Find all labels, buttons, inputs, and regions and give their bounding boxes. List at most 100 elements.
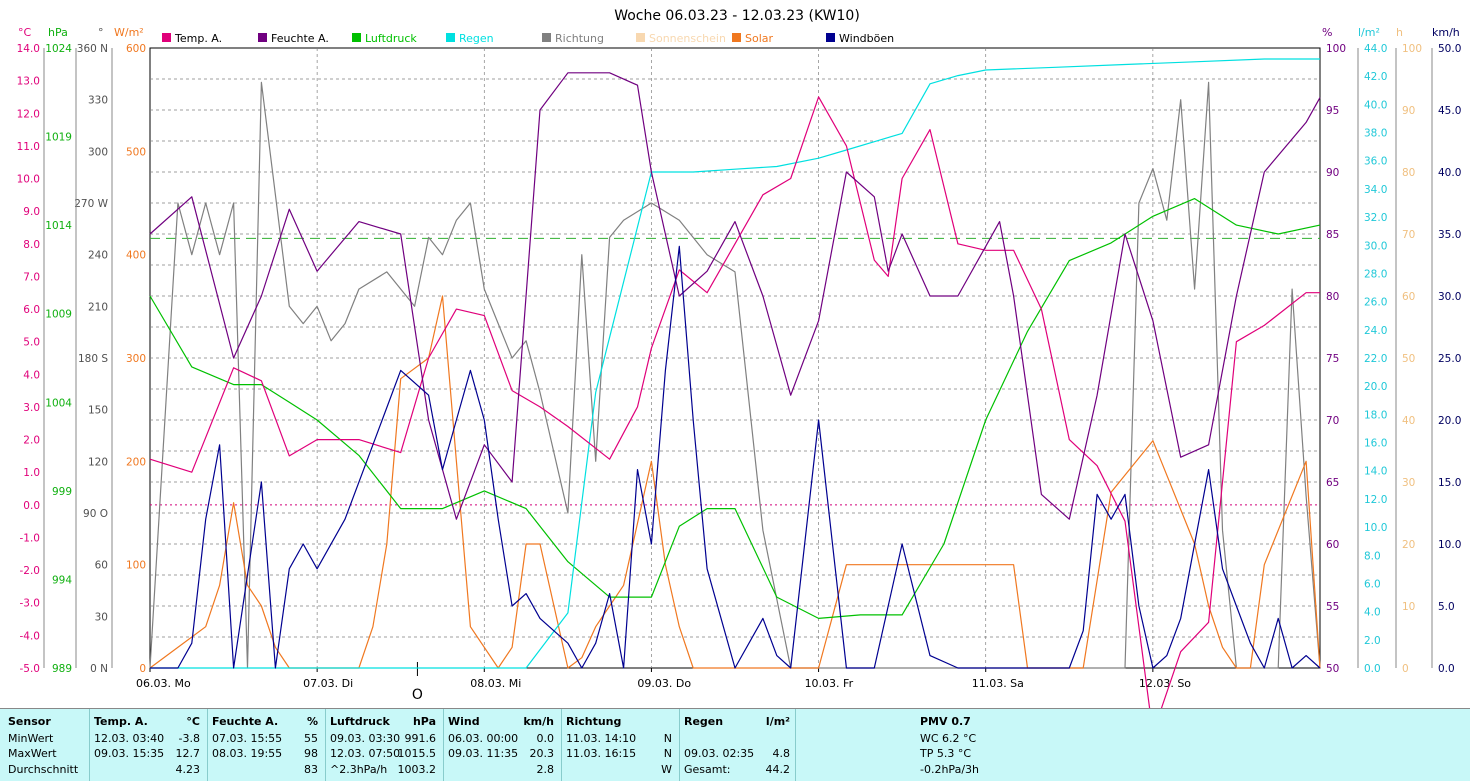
hum-unit: % [1322, 26, 1332, 39]
temp-tick-label: 14.0 [17, 43, 40, 55]
dir-tick-label: 210 [88, 301, 108, 313]
table-cell: 07.03. 15:55 [212, 732, 283, 745]
table-divider [443, 709, 444, 781]
rain-tick-label: 0.0 [1364, 663, 1381, 675]
series-line-temp [149, 96, 1320, 708]
table-cell: TP 5.3 °C [920, 747, 972, 760]
hum-tick-label: 50 [1326, 663, 1339, 675]
weather-chart: Woche 06.03.23 - 12.03.23 (KW10) 06.03. … [17, 8, 1461, 708]
press-tick-label: 1009 [45, 309, 72, 321]
table-cell: 98 [304, 747, 318, 760]
series-layer [149, 58, 1321, 708]
sun-tick-label: 50 [1402, 353, 1415, 365]
rain-tick-label: 14.0 [1364, 466, 1387, 478]
hum-tick-label: 90 [1326, 167, 1339, 179]
temp-tick-label: 0.0 [23, 500, 40, 512]
grid-layer [149, 47, 1321, 669]
legend-swatch [446, 33, 455, 42]
table-cell: 12.03. 07:50 [330, 747, 401, 760]
day-label: 10.03. Fr [805, 677, 854, 690]
temp-tick-label: -2.0 [20, 565, 41, 577]
temp-tick-label: 1.0 [23, 467, 40, 479]
table-cell: 06.03. 00:00 [448, 732, 519, 745]
stats-table: Sensor MinWert MaxWert Durchschnitt Temp. A.… [0, 708, 1470, 781]
solar-tick-label: 100 [126, 560, 146, 572]
table-cell: Richtung [566, 715, 622, 728]
dir-tick-label: 240 [88, 250, 108, 262]
press-tick-label: 1004 [45, 397, 72, 409]
temp-tick-label: -1.0 [20, 532, 41, 544]
day-label: 12.03. So [1139, 677, 1191, 690]
sun-tick-label: 100 [1402, 43, 1422, 55]
hum-tick-label: 55 [1326, 601, 1339, 613]
rain-tick-label: 40.0 [1364, 99, 1387, 111]
rain-tick-label: 16.0 [1364, 438, 1387, 450]
temp-tick-label: 6.0 [23, 304, 40, 316]
legend-label: Sonnenschein [649, 32, 726, 45]
table-cell: Sensor [8, 715, 51, 728]
rain-tick-label: 4.0 [1364, 607, 1381, 619]
dir-tick-label: 30 [95, 611, 108, 623]
sun-tick-label: 80 [1402, 167, 1415, 179]
rain-tick-label: 8.0 [1364, 550, 1381, 562]
table-cell: 4.8 [772, 747, 791, 760]
press-tick-label: 1024 [45, 43, 72, 55]
rain-tick-label: 26.0 [1364, 297, 1387, 309]
legend-label: Regen [459, 32, 494, 45]
table-divider [89, 709, 90, 781]
temp-tick-label: 4.0 [23, 369, 40, 381]
wind-tick-label: 25.0 [1438, 353, 1461, 365]
rain-tick-label: 42.0 [1364, 71, 1387, 83]
table-divider [679, 709, 680, 781]
table-cell: 20.3 [529, 747, 555, 760]
legend-swatch [732, 33, 741, 42]
table-cell: 44.2 [765, 763, 791, 776]
dir-tick-label: 180 S [78, 353, 108, 365]
wind-unit: km/h [1432, 26, 1460, 39]
series-line-hum [149, 72, 1321, 520]
dir-tick-label: 0 N [90, 663, 108, 675]
dir-tick-label: 120 [88, 456, 108, 468]
legend-label: Feuchte A. [271, 32, 329, 45]
temp-tick-label: 3.0 [23, 402, 40, 414]
table-cell: 11.03. 16:15 [566, 747, 637, 760]
sun-tick-label: 0 [1402, 663, 1409, 675]
series-line-wind [150, 245, 1321, 669]
temp-tick-label: -4.0 [20, 630, 41, 642]
solar-tick-label: 400 [126, 250, 146, 262]
hum-tick-label: 100 [1326, 43, 1346, 55]
table-divider [561, 709, 562, 781]
temp-tick-label: 11.0 [17, 141, 40, 153]
solar-tick-label: 0 [139, 663, 146, 675]
wind-tick-label: 30.0 [1438, 291, 1461, 303]
temp-tick-label: -3.0 [20, 598, 41, 610]
wind-tick-label: 50.0 [1438, 43, 1461, 55]
table-cell: PMV 0.7 [920, 715, 971, 728]
press-tick-label: 994 [52, 574, 72, 586]
press-tick-label: 989 [52, 663, 72, 675]
press-unit: hPa [48, 26, 68, 39]
rain-tick-label: 18.0 [1364, 409, 1387, 421]
legend-swatch [352, 33, 361, 42]
hum-tick-label: 65 [1326, 477, 1339, 489]
table-cell: °C [186, 715, 200, 728]
day-label: 07.03. Di [303, 677, 353, 690]
wind-tick-label: 45.0 [1438, 105, 1461, 117]
sun-tick-label: 20 [1402, 539, 1415, 551]
sun-tick-label: 90 [1402, 105, 1415, 117]
table-cell: Luftdruck [330, 715, 390, 728]
solar-tick-label: 200 [126, 456, 146, 468]
sun-tick-label: 60 [1402, 291, 1415, 303]
table-cell: -3.8 [178, 732, 200, 745]
table-cell: 12.03. 03:40 [94, 732, 165, 745]
table-cell: km/h [523, 715, 554, 728]
wind-tick-label: 0.0 [1438, 663, 1455, 675]
press-tick-label: 1019 [45, 132, 72, 144]
wind-tick-label: 10.0 [1438, 539, 1461, 551]
rain-tick-label: 22.0 [1364, 353, 1387, 365]
table-cell: 09.03. 11:35 [448, 747, 519, 760]
moon-phase-symbol: O [412, 687, 423, 703]
table-cell: 08.03. 19:55 [212, 747, 283, 760]
day-label: 08.03. Mi [470, 677, 521, 690]
legend-swatch [542, 33, 551, 42]
